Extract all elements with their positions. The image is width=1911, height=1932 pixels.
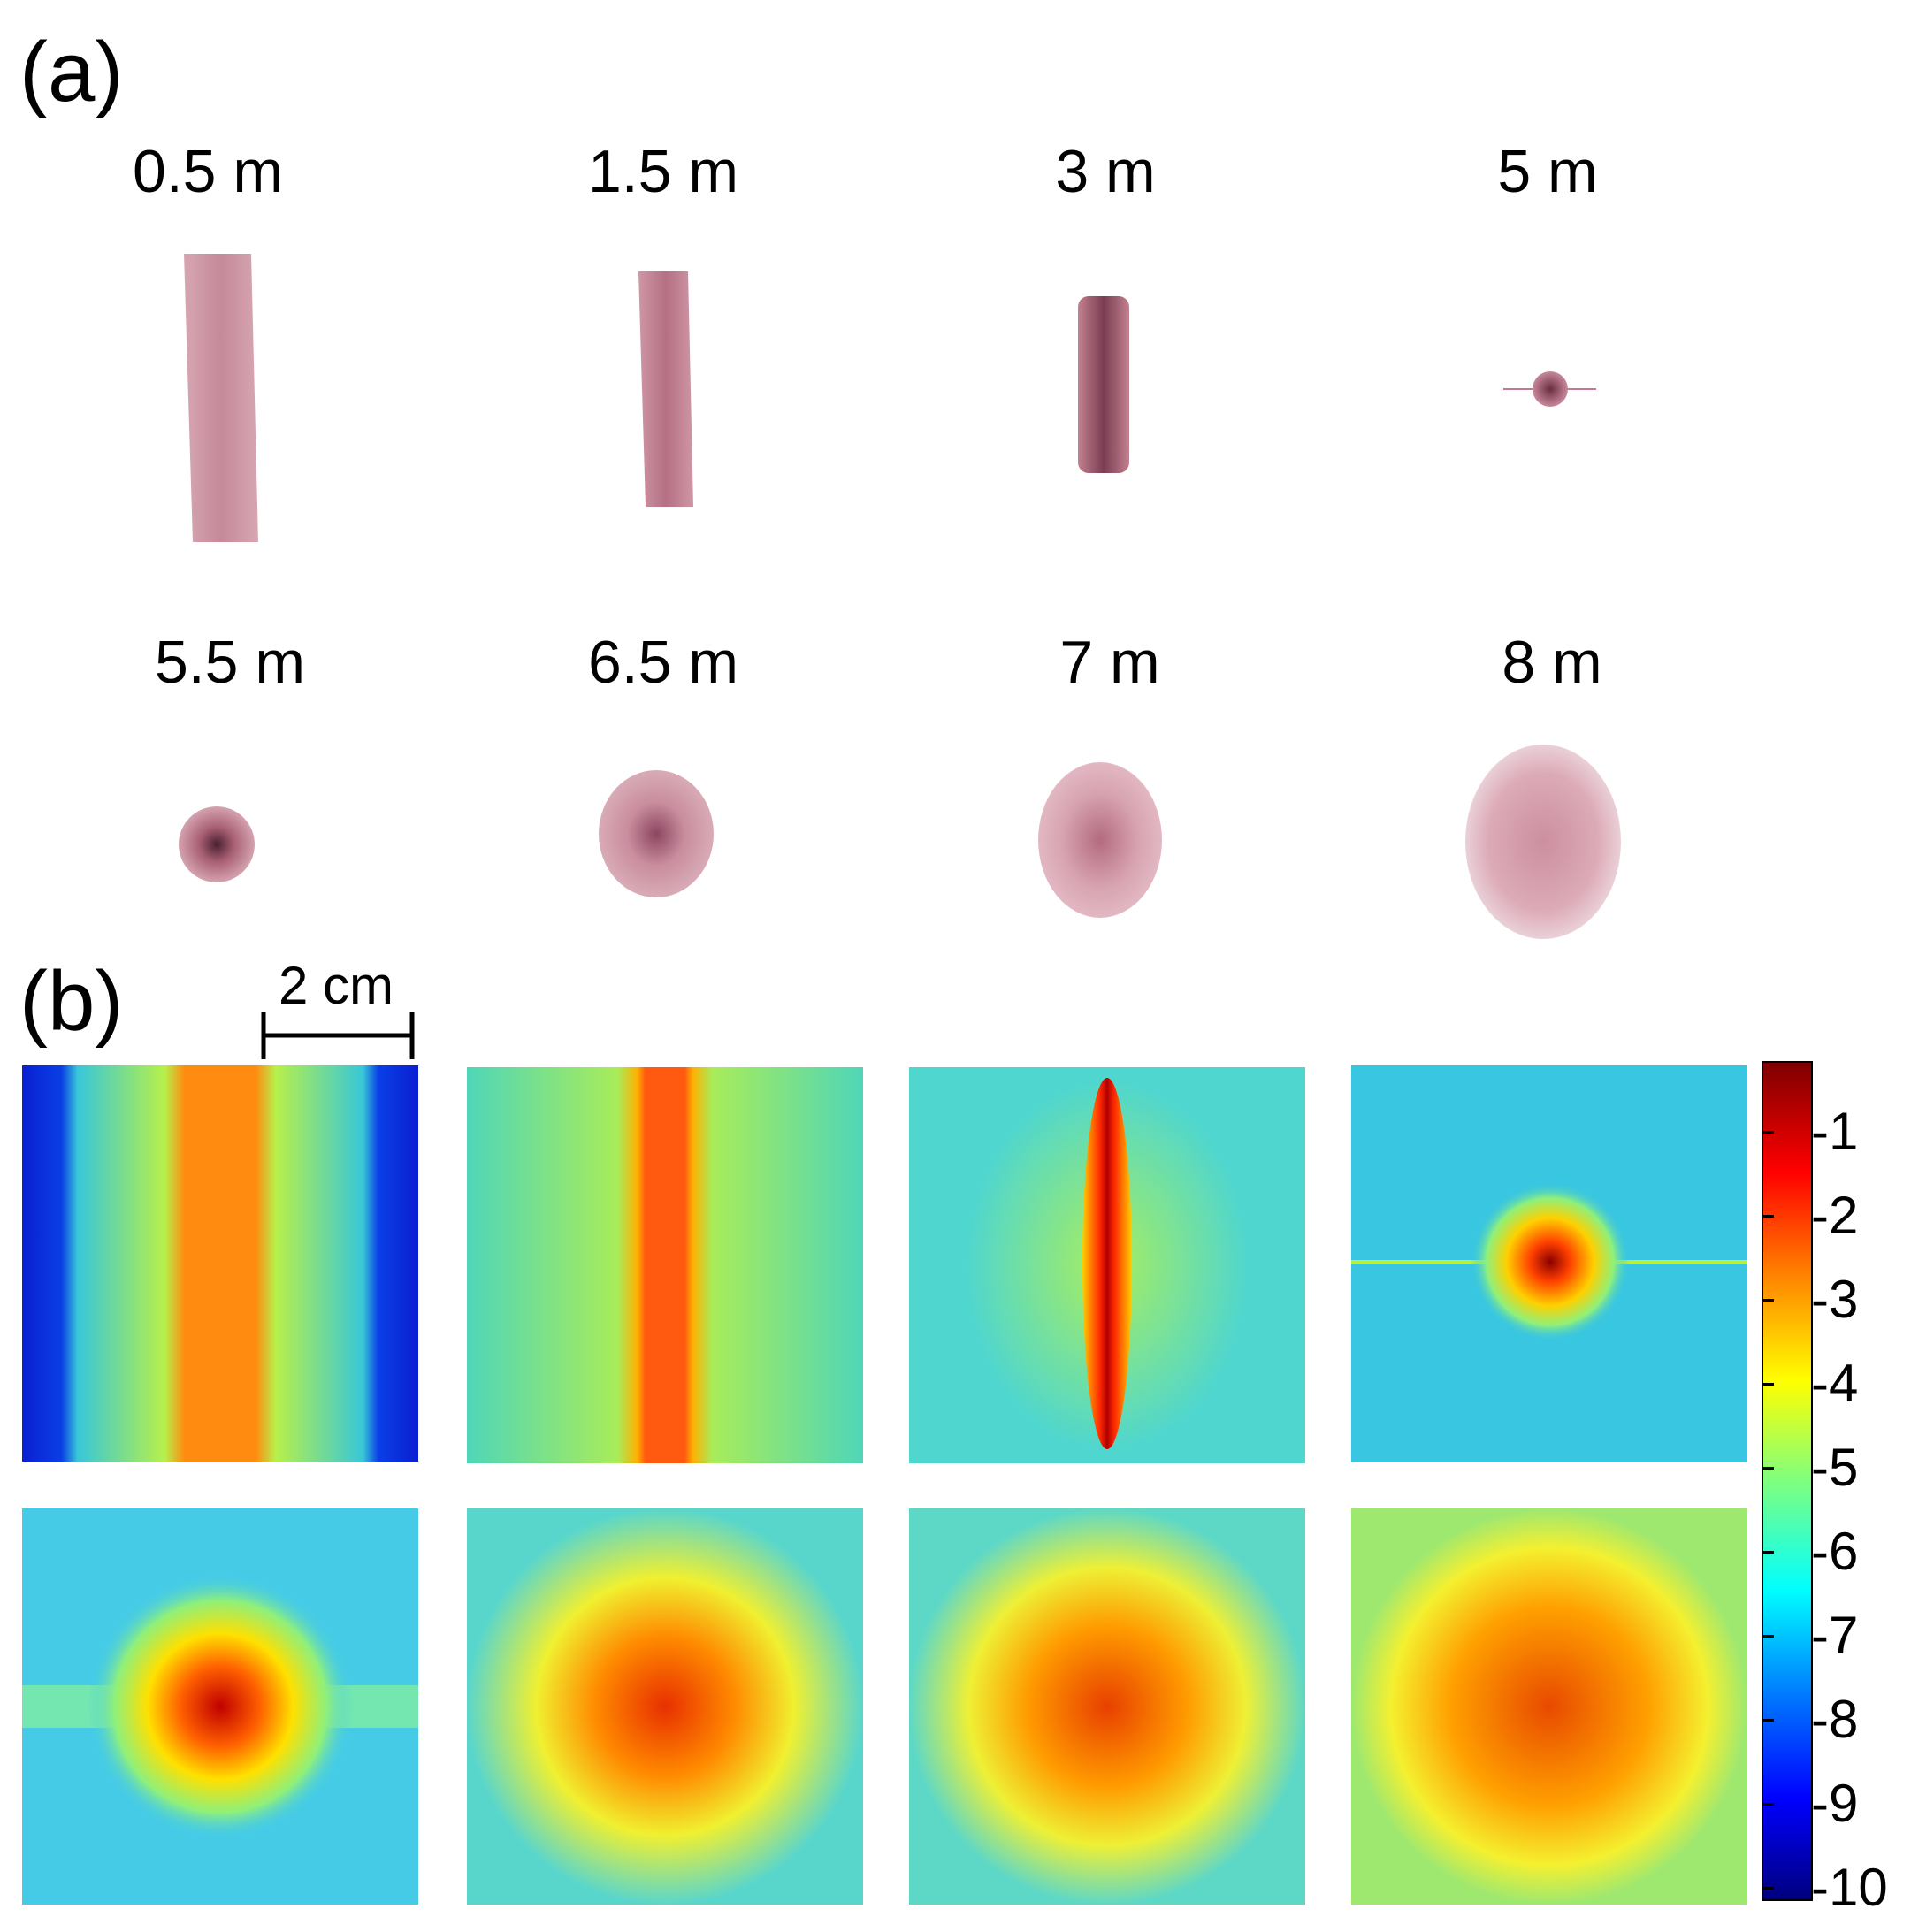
panel-a-label: (a)	[19, 25, 124, 119]
colorbar-tick-label: -7	[1811, 1606, 1859, 1665]
beam-photo-0-5m	[177, 252, 265, 544]
colorbar-tick	[1762, 1635, 1774, 1638]
distance-label-1-5m: 1.5 m	[587, 138, 739, 205]
colorbar-tick-label: -2	[1811, 1186, 1859, 1245]
beam-photo-6-5m	[597, 767, 716, 900]
colorbar-tick-label: -6	[1811, 1522, 1859, 1581]
scale-bar	[261, 1012, 415, 1059]
colorbar-tick	[1762, 1131, 1774, 1134]
beam-photo-5m	[1503, 363, 1596, 416]
distance-label-5m: 5 m	[1497, 138, 1598, 205]
intensity-map-1-5m	[467, 1067, 863, 1463]
colorbar-tick	[1762, 1299, 1774, 1302]
distance-label-7m: 7 m	[1059, 629, 1160, 696]
beam-photo-5-5m	[177, 805, 256, 884]
scale-bar-label: 2 cm	[279, 956, 394, 1015]
intensity-map-7m	[909, 1508, 1305, 1905]
colorbar-tick-label: -8	[1811, 1690, 1859, 1749]
beam-photo-3m	[1074, 294, 1136, 476]
panel-b-label: (b)	[19, 954, 124, 1049]
colorbar-tick-label: -10	[1811, 1858, 1888, 1917]
intensity-map-6-5m	[467, 1508, 863, 1905]
distance-label-3m: 3 m	[1055, 138, 1156, 205]
intensity-map-5m	[1351, 1065, 1747, 1462]
colorbar-tick-label: -1	[1811, 1102, 1859, 1161]
intensity-map-8m	[1351, 1508, 1747, 1905]
distance-label-0-5m: 0.5 m	[132, 138, 284, 205]
intensity-map-3m	[909, 1067, 1305, 1463]
colorbar-tick	[1762, 1467, 1774, 1470]
intensity-map-0-5m	[22, 1065, 418, 1462]
colorbar-tick	[1762, 1887, 1774, 1890]
intensity-map-5-5m	[22, 1508, 418, 1905]
colorbar-tick-label: -9	[1811, 1774, 1859, 1833]
colorbar	[1762, 1061, 1813, 1901]
colorbar-tick	[1762, 1719, 1774, 1722]
distance-label-5-5m: 5.5 m	[154, 629, 306, 696]
colorbar-tick	[1762, 1551, 1774, 1554]
colorbar-tick	[1762, 1383, 1774, 1386]
beam-photo-1-5m	[635, 270, 697, 508]
colorbar-tick	[1762, 1803, 1774, 1806]
distance-label-8m: 8 m	[1502, 629, 1602, 696]
colorbar-tick-label: -3	[1811, 1270, 1859, 1329]
beam-photo-8m	[1464, 743, 1623, 942]
colorbar-tick	[1762, 1215, 1774, 1218]
distance-label-6-5m: 6.5 m	[587, 629, 739, 696]
beam-photo-7m	[1036, 760, 1165, 920]
colorbar-tick-label: -4	[1811, 1354, 1859, 1413]
colorbar-tick-label: -5	[1811, 1438, 1859, 1497]
